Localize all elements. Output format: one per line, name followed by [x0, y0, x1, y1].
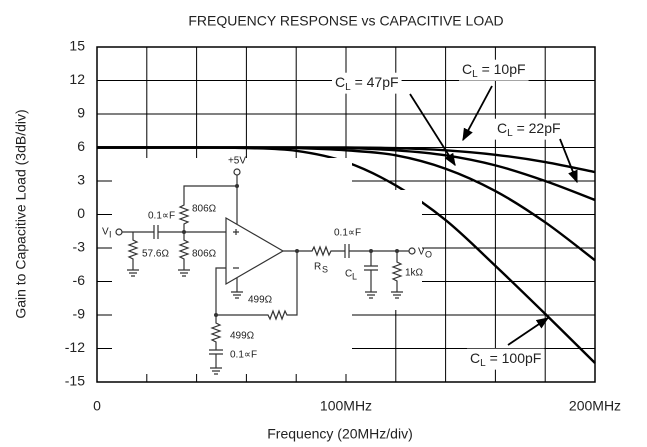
schematic-label: 806Ω [192, 249, 217, 260]
resistor [127, 232, 139, 277]
schematic-label: 806Ω [192, 204, 217, 215]
resistor [209, 315, 223, 375]
y-tick-label: 6 [77, 138, 85, 154]
opamp [225, 216, 285, 286]
wire [122, 225, 226, 239]
node [395, 249, 399, 253]
node [235, 184, 239, 188]
wire [283, 244, 409, 258]
x-tick-label: 200MHz [569, 398, 621, 414]
capacitor [364, 251, 378, 299]
schematic-label: R [314, 262, 321, 273]
series-label: CL = 22pF [497, 120, 561, 139]
terminal [408, 247, 416, 255]
y-tick-label: 3 [77, 172, 85, 188]
arrow [409, 93, 456, 167]
arrow [462, 85, 493, 142]
schematic: +5V 0.1∝F 806Ω V I 57.6Ω 806Ω 499Ω 499Ω … [102, 156, 432, 375]
opamp-signs [233, 229, 239, 269]
resistor [178, 185, 237, 232]
resistor [178, 232, 190, 277]
arrow [507, 317, 550, 346]
label-background [332, 72, 402, 94]
label-background [467, 348, 545, 370]
schematic-label: +5V [228, 156, 246, 167]
schematic-label: 0.1∝F [148, 211, 175, 222]
schematic-label: L [352, 271, 357, 281]
series-label: CL = 100pF [470, 350, 541, 369]
resistor [391, 251, 403, 299]
node [369, 249, 373, 253]
chart-title: FREQUENCY RESPONSE vs CAPACITIVE LOAD [188, 13, 503, 29]
schematic-label: 57.6Ω [142, 249, 169, 260]
x-axis-label: Frequency (20MHz/div) [267, 426, 413, 442]
y-tick-label: 9 [77, 105, 85, 121]
schematic-label: S [322, 264, 328, 274]
schematic-label: 499Ω [230, 331, 255, 342]
y-tick-label: 15 [69, 38, 85, 54]
plot-frame [96, 46, 596, 383]
annotations: CL = 10pF CL = 22pF CL = 47pF CL = 100pF [332, 59, 578, 370]
series-label: CL = 10pF [462, 61, 526, 80]
schematic-background [352, 190, 422, 310]
y-tick-label: 0 [77, 205, 85, 221]
node [214, 313, 218, 317]
schematic-label: V [418, 247, 425, 258]
y-tick-label: 12 [69, 71, 85, 87]
y-tick-label: -3 [73, 239, 86, 255]
x-tick-label: 100MHz [320, 398, 372, 414]
schematic-label: C [345, 269, 352, 280]
schematic-label: 1kΩ [405, 268, 424, 279]
terminal [233, 168, 241, 176]
node [182, 230, 186, 234]
y-tick-label: -6 [73, 272, 86, 288]
series-label: CL = 47pF [335, 74, 399, 93]
schematic-label: O [425, 249, 432, 259]
y-tick-label: -15 [65, 373, 85, 389]
wire [231, 175, 243, 299]
y-tick-label: -9 [73, 306, 86, 322]
schematic-label: 499Ω [248, 295, 273, 306]
label-background [494, 118, 564, 140]
arrow [559, 138, 578, 184]
x-tick-label: 0 [93, 398, 101, 414]
schematic-label: 0.1∝F [230, 350, 257, 361]
schematic-background [112, 158, 352, 374]
y-axis-label: Gain to Capacitive Load (3dB/div) [13, 109, 29, 318]
schematic-label: 0.1∝F [334, 228, 361, 239]
schematic-label: V [102, 227, 109, 238]
y-tick-label: -12 [65, 339, 85, 355]
label-background [459, 59, 529, 81]
schematic-label: I [109, 229, 112, 239]
